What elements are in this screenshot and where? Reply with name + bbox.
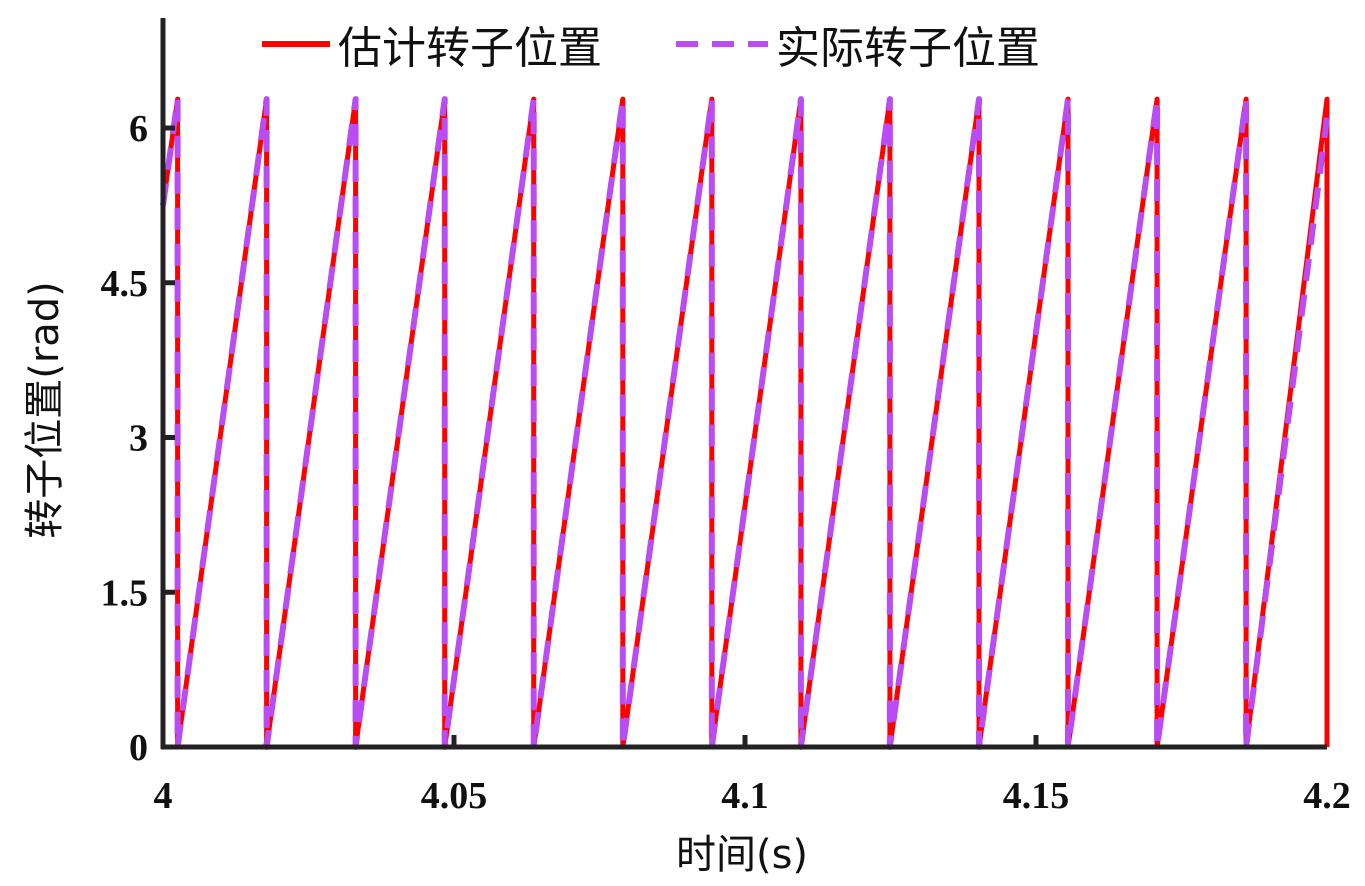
y-axis-label: 转子位置(rad)	[22, 281, 68, 539]
series-line-estimated	[160, 96, 1330, 750]
x-tick-label: 4.1	[721, 775, 769, 817]
y-tick-label: 4.5	[101, 263, 149, 305]
y-tick-label: 6	[129, 108, 148, 150]
legend: 估计转子位置 实际转子位置	[262, 23, 1040, 74]
y-ticks: 0 1.5 3 4.5 6	[101, 108, 175, 769]
x-tick-label: 4.2	[1303, 775, 1351, 817]
y-tick-label: 3	[129, 418, 148, 460]
plot-lines	[160, 96, 1330, 750]
legend-label-estimated: 估计转子位置	[338, 23, 602, 74]
x-ticks: 4 4.05 4.1 4.15 4.2	[154, 735, 1351, 817]
legend-label-actual: 实际转子位置	[776, 23, 1040, 74]
x-tick-label: 4	[154, 775, 173, 817]
x-axis-label: 时间(s)	[676, 832, 808, 878]
y-tick-label: 0	[129, 727, 148, 769]
y-tick-label: 1.5	[101, 572, 149, 614]
x-tick-label: 4.15	[1003, 775, 1070, 817]
series-line-actual	[160, 96, 1330, 750]
x-tick-label: 4.05	[421, 775, 488, 817]
